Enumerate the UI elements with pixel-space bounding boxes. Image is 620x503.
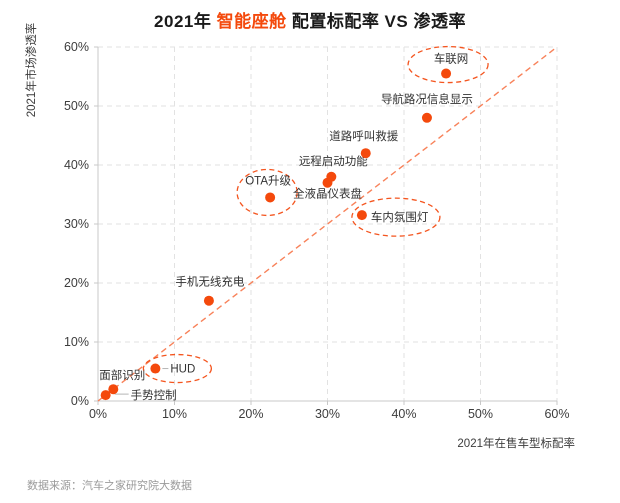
data-point-label: 全液晶仪表盘 [293, 187, 362, 201]
x-tick-label: 40% [391, 407, 416, 421]
title-highlight: 智能座舱 [216, 12, 287, 31]
diagonal-reference-line [97, 46, 558, 402]
data-point-label: 手势控制 [131, 388, 177, 402]
data-source: 数据来源：汽车之家研究院大数据 [27, 480, 192, 492]
highlight-ellipse [142, 353, 213, 384]
data-point-label: 道路呼叫救援 [329, 129, 398, 143]
data-point-label: 导航路况信息显示 [381, 92, 473, 106]
y-tick-label: 0% [71, 394, 89, 408]
data-point-label: HUD [170, 364, 195, 376]
y-tick-label: 20% [64, 276, 89, 290]
data-point-label: 车内氛围灯 [371, 210, 429, 224]
data-point-label: 远程启动功能 [299, 154, 368, 168]
x-axis-title: 2021年在售车型标配率 [457, 436, 575, 450]
data-point [108, 384, 119, 395]
y-tick-label: 30% [64, 217, 89, 231]
highlight-ellipse [236, 168, 298, 217]
highlight-ellipse [351, 197, 441, 237]
data-point [356, 210, 367, 221]
x-tick-label: 20% [238, 407, 263, 421]
data-point [360, 148, 371, 159]
title-suffix: 配置标配率 VS 渗透率 [286, 12, 466, 31]
y-tick-label: 50% [64, 99, 89, 113]
chart-title: 2021年 智能座舱 配置标配率 VS 渗透率 [0, 7, 620, 32]
data-point [441, 68, 452, 79]
y-tick-label: 40% [64, 158, 89, 172]
x-tick-label: 0% [89, 407, 107, 421]
x-tick-label: 50% [468, 407, 493, 421]
data-point-label: 车联网 [434, 52, 469, 66]
y-tick-label: 60% [64, 40, 89, 54]
highlight-ellipse [407, 45, 489, 84]
y-tick-label: 10% [64, 335, 89, 349]
data-point [265, 192, 276, 203]
title-prefix: 2021年 [154, 12, 217, 31]
data-point-label: OTA升级 [245, 174, 291, 187]
data-point [326, 171, 337, 182]
data-point-label: 面部识别 [99, 368, 145, 382]
data-point [421, 112, 432, 123]
x-tick-label: 10% [162, 407, 187, 421]
data-point-label: 手机无线充电 [175, 275, 244, 289]
data-point [203, 295, 214, 306]
y-axis-title: 2021年市场渗透率 [24, 23, 38, 118]
data-point [100, 390, 111, 401]
x-tick-label: 60% [544, 407, 569, 421]
data-point [150, 363, 161, 374]
x-tick-label: 30% [315, 407, 340, 421]
